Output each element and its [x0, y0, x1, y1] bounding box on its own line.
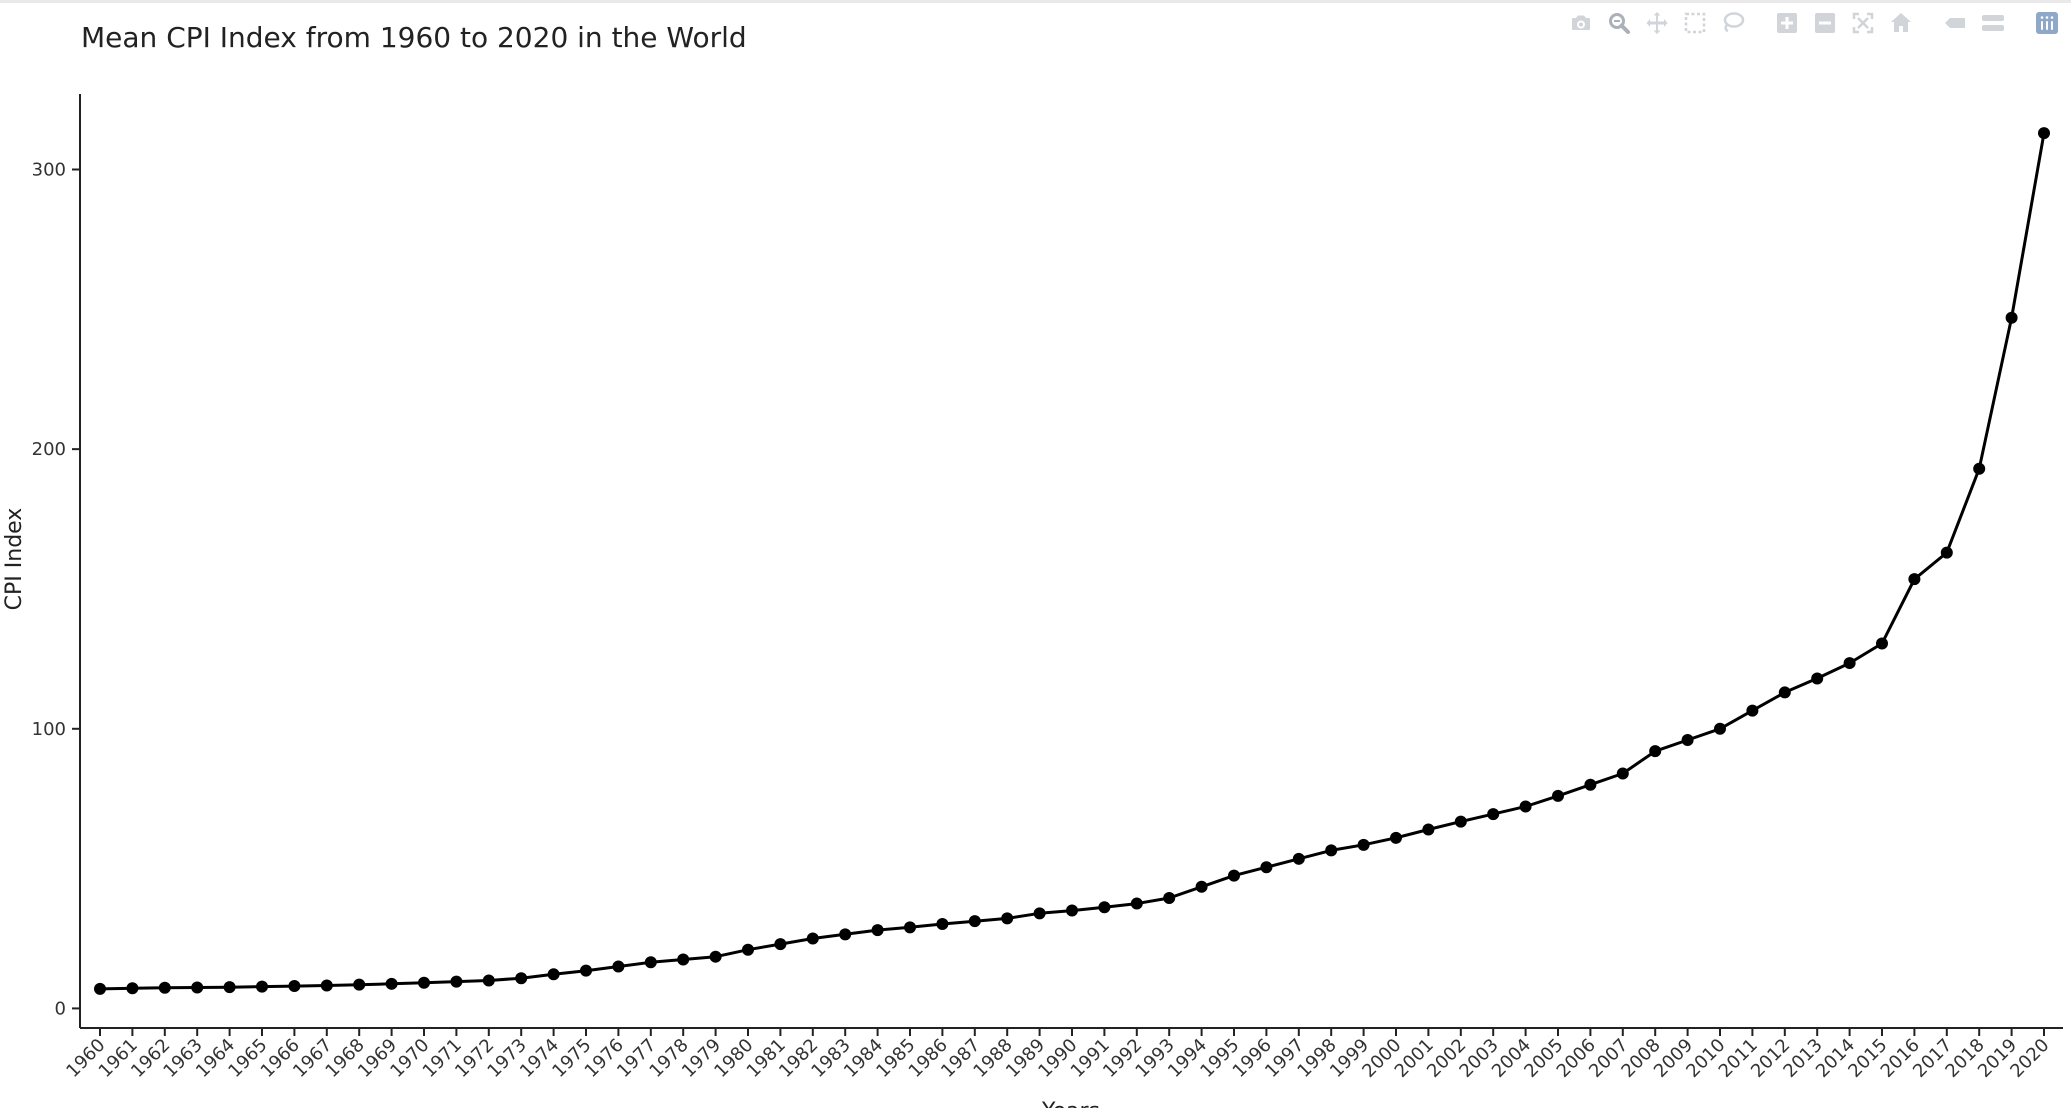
data-point-1988[interactable] [1001, 912, 1014, 925]
reset-axes-icon[interactable] [1883, 8, 1919, 38]
data-point-1965[interactable] [256, 980, 268, 993]
data-point-1980[interactable] [742, 943, 754, 956]
data-point-1976[interactable] [612, 960, 625, 973]
data-point-2011[interactable] [1746, 704, 1759, 717]
box-select-icon[interactable] [1677, 8, 1713, 38]
data-point-2020[interactable] [2038, 127, 2050, 140]
zoom-icon[interactable] [1601, 8, 1637, 38]
data-point-1967[interactable] [320, 979, 333, 992]
data-point-1978[interactable] [677, 953, 690, 966]
data-point-2001[interactable] [1422, 823, 1435, 836]
lasso-select-icon[interactable] [1715, 8, 1751, 38]
data-points [94, 127, 2050, 995]
data-point-1971[interactable] [450, 975, 463, 988]
data-point-2016[interactable] [1908, 573, 1921, 586]
y-tick-label: 100 [32, 719, 66, 740]
data-point-1973[interactable] [515, 972, 528, 985]
autoscale-icon[interactable] [1845, 8, 1881, 38]
data-point-2014[interactable] [1843, 657, 1856, 670]
data-point-1960[interactable] [94, 982, 106, 995]
chart-title: Mean CPI Index from 1960 to 2020 in the … [81, 21, 747, 54]
data-point-1991[interactable] [1098, 901, 1111, 914]
data-point-2018[interactable] [1973, 462, 1986, 475]
data-point-1982[interactable] [806, 932, 819, 945]
spike-lines-icon[interactable] [1937, 8, 1973, 38]
data-point-1990[interactable] [1066, 904, 1078, 917]
camera-icon[interactable] [1563, 8, 1599, 38]
data-point-2004[interactable] [1519, 800, 1532, 813]
data-point-1992[interactable] [1130, 897, 1143, 910]
modebar-group [1769, 8, 1919, 38]
data-point-1989[interactable] [1033, 907, 1046, 920]
data-point-2013[interactable] [1811, 672, 1824, 685]
compare-hover-icon[interactable] [1975, 8, 2011, 38]
data-point-2003[interactable] [1487, 808, 1500, 821]
x-axis-title: Years [1041, 1099, 1100, 1108]
data-point-2019[interactable] [2005, 311, 2018, 324]
data-point-1970[interactable] [418, 976, 430, 989]
data-point-1987[interactable] [968, 915, 981, 928]
modebar-group [1563, 8, 1751, 38]
modebar-group [1937, 8, 2011, 38]
y-axis-ticks: 0 100 200 300 [32, 160, 80, 1019]
data-point-1974[interactable] [547, 968, 560, 981]
y-tick-label: 0 [55, 998, 66, 1019]
data-point-1995[interactable] [1228, 869, 1240, 882]
data-point-1977[interactable] [644, 956, 657, 969]
data-point-1961[interactable] [126, 982, 139, 995]
data-point-1994[interactable] [1195, 880, 1208, 893]
series-line [99, 132, 2046, 991]
zoom-out-icon[interactable] [1807, 8, 1843, 38]
data-point-1979[interactable] [709, 950, 722, 963]
data-point-2006[interactable] [1584, 778, 1597, 791]
data-point-2012[interactable] [1778, 686, 1791, 699]
data-point-1968[interactable] [353, 978, 366, 991]
data-point-2007[interactable] [1616, 767, 1629, 780]
data-point-1962[interactable] [158, 981, 171, 994]
x-tick-label: 2020 [2006, 1035, 2053, 1082]
data-point-2017[interactable] [1940, 546, 1953, 559]
data-point-1998[interactable] [1325, 844, 1338, 857]
data-point-1969[interactable] [385, 977, 398, 990]
zoom-in-icon[interactable] [1769, 8, 1805, 38]
data-point-2010[interactable] [1714, 722, 1726, 735]
data-point-2002[interactable] [1454, 815, 1467, 828]
data-point-2009[interactable] [1681, 733, 1694, 746]
data-point-1981[interactable] [774, 938, 787, 951]
data-point-2000[interactable] [1390, 831, 1402, 844]
data-point-2015[interactable] [1876, 637, 1888, 650]
data-point-1993[interactable] [1163, 891, 1176, 904]
data-point-1984[interactable] [871, 924, 884, 937]
data-point-1997[interactable] [1292, 852, 1305, 865]
data-point-1999[interactable] [1357, 838, 1370, 851]
top-border [0, 0, 2071, 3]
y-axis-title: CPI Index [2, 508, 27, 611]
data-point-1964[interactable] [223, 981, 236, 994]
modebar [1549, 8, 2065, 38]
data-point-1963[interactable] [191, 981, 204, 994]
data-point-1983[interactable] [839, 928, 852, 941]
modebar-group [2029, 8, 2065, 38]
plotly-logo-icon[interactable] [2029, 8, 2065, 38]
data-point-1985[interactable] [904, 921, 916, 934]
pan-icon[interactable] [1639, 8, 1675, 38]
y-tick-label: 200 [32, 439, 66, 460]
y-tick-label: 300 [32, 160, 66, 181]
data-point-1966[interactable] [288, 980, 301, 993]
x-axis-ticks: 1960196119621963196419651966196719681969… [62, 1028, 2054, 1082]
data-point-1996[interactable] [1260, 861, 1273, 874]
data-point-2008[interactable] [1649, 745, 1662, 758]
data-point-2005[interactable] [1552, 789, 1564, 802]
data-point-1972[interactable] [482, 974, 495, 987]
data-point-1986[interactable] [936, 917, 949, 930]
data-point-1975[interactable] [580, 964, 592, 977]
